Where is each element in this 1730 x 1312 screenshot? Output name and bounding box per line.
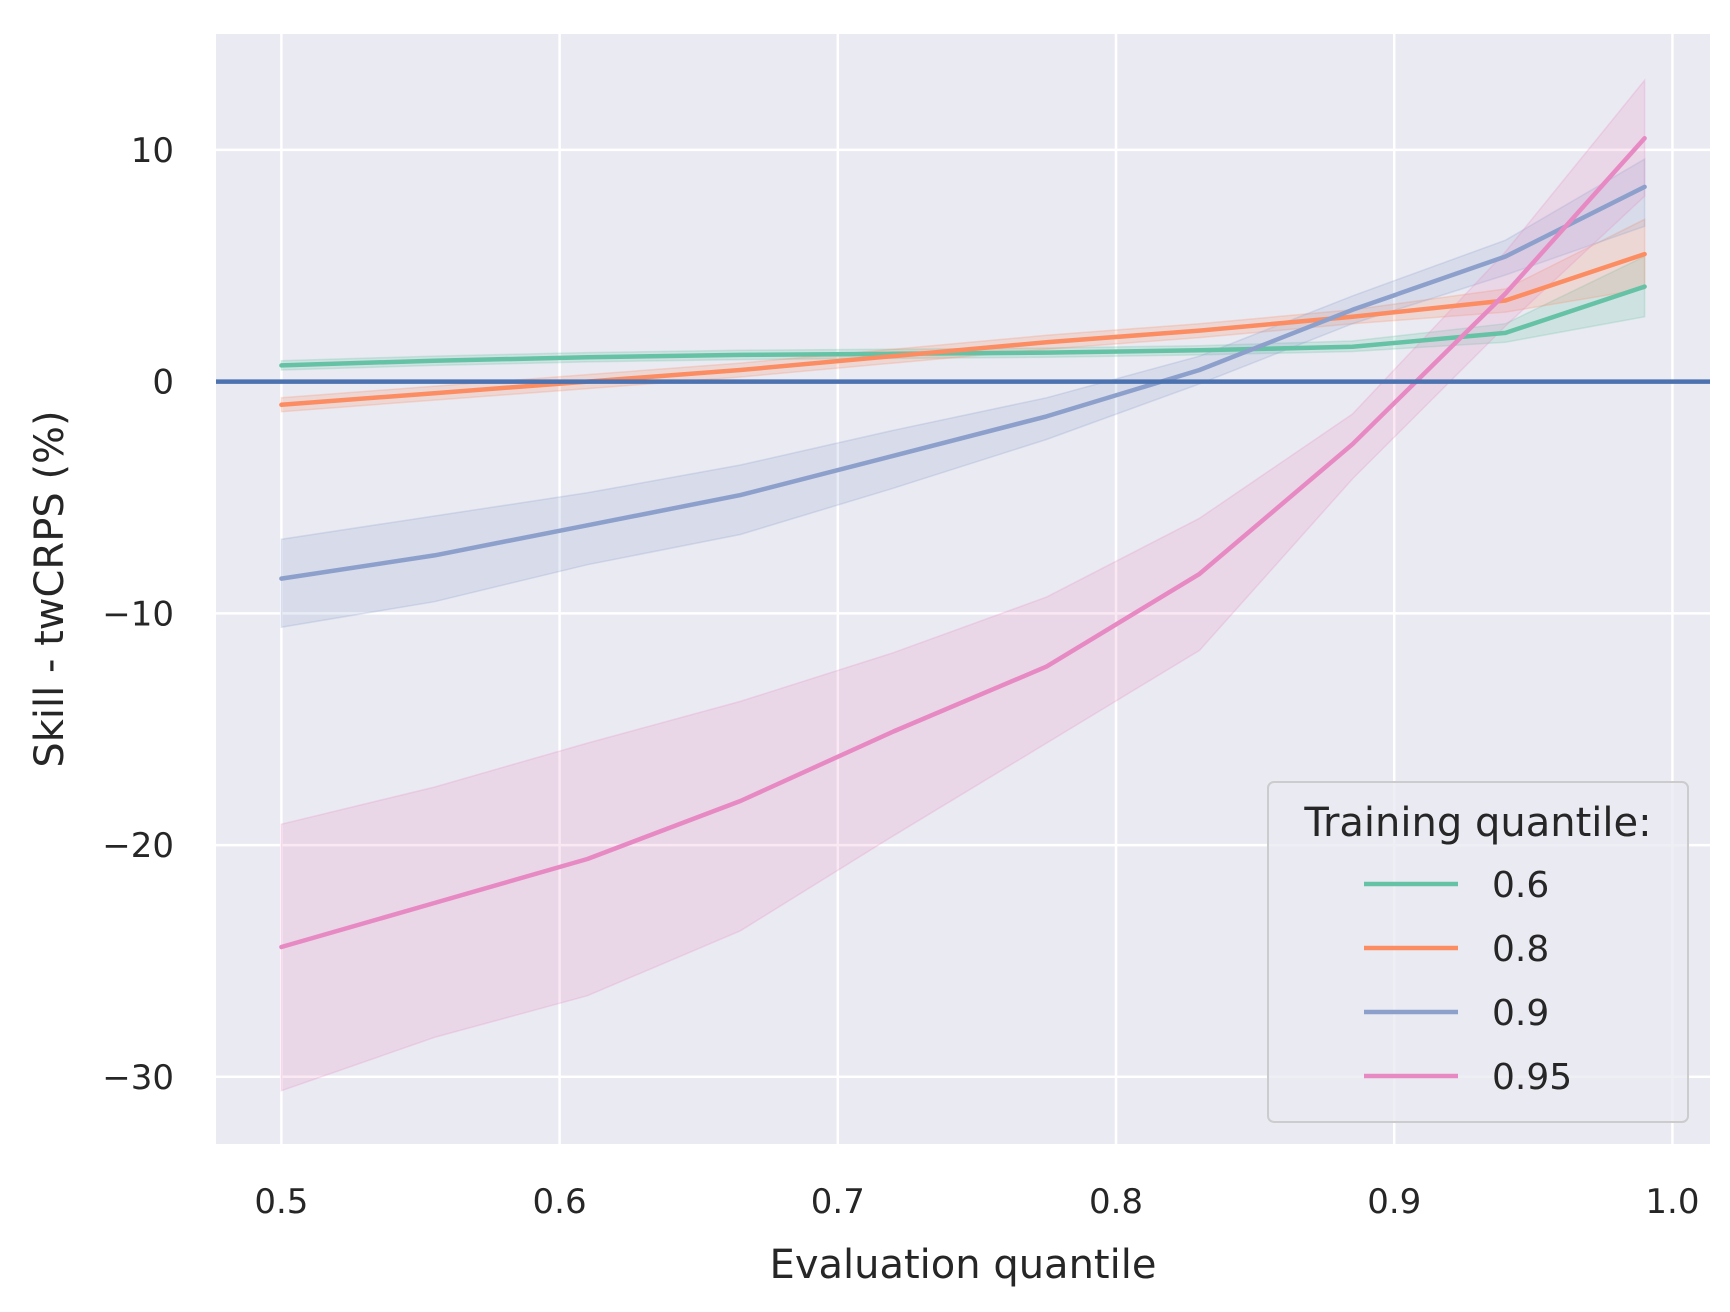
series-lines [279,136,1647,950]
x-tick-label: 0.8 [1089,1182,1143,1222]
y-tick-label: −30 [102,1058,174,1098]
x-tick-label: 1.0 [1645,1182,1699,1222]
x-tick-label: 0.6 [533,1182,587,1222]
y-tick-label: −10 [102,594,174,634]
x-tick-label: 0.7 [811,1182,865,1222]
series-line-0.9 [279,184,1647,581]
legend[interactable]: Training quantile: 0.6 0.8 0.9 0.95 [1267,781,1689,1123]
y-tick-label: 0 [152,363,174,403]
y-axis-ticks: 10 0 −10 −20 −30 [102,131,174,1098]
confidence-band-0.95 [280,78,1646,1092]
y-tick-label: −20 [102,826,174,866]
y-tick-label: 10 [131,131,174,171]
legend-label-0.8: 0.8 [1492,929,1549,970]
x-tick-label: 0.5 [254,1182,308,1222]
legend-box [1267,781,1689,1123]
x-tick-label: 0.9 [1367,1182,1421,1222]
x-axis-title: Evaluation quantile [770,1242,1157,1288]
y-axis-title: Skill - twCRPS (%) [27,410,73,767]
legend-title: Training quantile: [1303,800,1651,846]
legend-label-0.9: 0.9 [1492,993,1549,1034]
legend-items: 0.6 0.8 0.9 0.95 [1364,865,1572,1098]
series-line-0.95 [279,136,1647,950]
legend-label-0.95: 0.95 [1492,1057,1572,1098]
confidence-band-0.9 [280,157,1646,629]
legend-label-0.6: 0.6 [1492,865,1549,906]
confidence-band-0.6 [280,255,1646,371]
series-line-0.6 [279,284,1647,368]
series-line-0.8 [279,251,1647,408]
x-axis-ticks: 0.5 0.6 0.7 0.8 0.9 1.0 [254,1182,1699,1222]
